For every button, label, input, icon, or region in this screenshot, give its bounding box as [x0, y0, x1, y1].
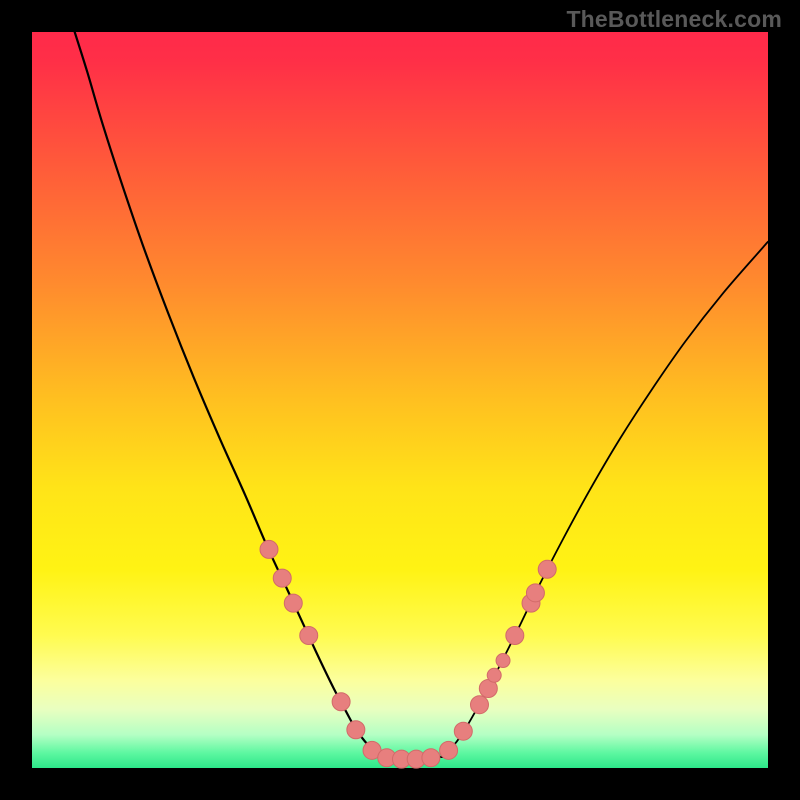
data-marker [347, 721, 365, 739]
data-marker [487, 668, 501, 682]
data-marker [454, 722, 472, 740]
data-marker [260, 540, 278, 558]
data-marker [506, 627, 524, 645]
data-marker [422, 749, 440, 767]
data-marker [470, 696, 488, 714]
watermark-text: TheBottleneck.com [566, 6, 782, 33]
plot-area [32, 32, 768, 768]
curve-left [75, 32, 380, 755]
figure-canvas: TheBottleneck.com [0, 0, 800, 800]
data-marker [538, 560, 556, 578]
data-marker [284, 594, 302, 612]
chart-svg [32, 32, 768, 768]
data-marker [332, 693, 350, 711]
data-marker [526, 584, 544, 602]
data-marker [273, 569, 291, 587]
markers-group [260, 540, 556, 768]
data-marker [300, 627, 318, 645]
data-marker [440, 741, 458, 759]
data-marker [496, 654, 510, 668]
